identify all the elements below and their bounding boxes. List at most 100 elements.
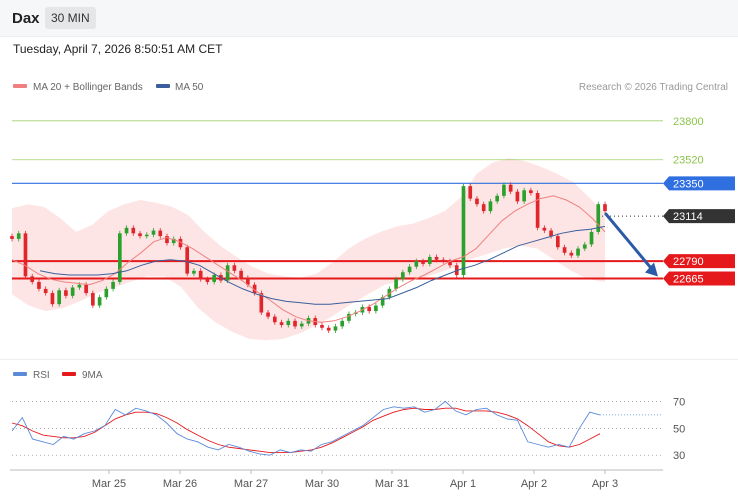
candle [569, 250, 574, 259]
ma20-legend-swatch [13, 84, 27, 88]
projection-arrow-head [645, 262, 658, 277]
candle-body [414, 261, 419, 267]
candle [475, 196, 479, 207]
rsi-panel: RSI 9MA 70 50 30 [11, 370, 685, 462]
candle [448, 258, 452, 268]
time-tick-label: Mar 31 [375, 478, 409, 490]
candle [576, 246, 580, 259]
candle-body [421, 261, 425, 264]
rsi-ma-legend-swatch [62, 372, 76, 376]
candle-body [576, 248, 580, 256]
candle-body [225, 265, 230, 281]
candle-body [603, 204, 607, 212]
candle [340, 318, 345, 329]
candle [43, 286, 48, 296]
candle-body [138, 233, 142, 237]
candle-body [333, 326, 338, 331]
candle [414, 258, 419, 270]
candle-body [481, 204, 486, 212]
level-tag-23114 [663, 209, 735, 224]
candle [326, 325, 331, 334]
candle [64, 287, 68, 299]
candle [212, 272, 216, 285]
rsi-tick-50: 50 [673, 423, 685, 435]
candle-body [582, 244, 587, 249]
bollinger-band-area [12, 158, 605, 341]
candle-body [43, 288, 48, 294]
level-label-23114: 23114 [673, 211, 703, 223]
projection-arrow-shaft [604, 212, 655, 272]
candle [596, 201, 601, 235]
candle [320, 322, 324, 331]
candle [239, 268, 243, 281]
candle [97, 294, 102, 309]
candle [205, 276, 210, 285]
candle [225, 262, 230, 284]
candle [522, 187, 526, 204]
candle-body [347, 313, 351, 321]
ma20-line [11, 195, 606, 323]
candle-body [320, 325, 324, 328]
candle [407, 264, 412, 275]
time-tick-label: Mar 25 [92, 478, 126, 490]
candle [50, 290, 55, 307]
candle [582, 241, 587, 252]
rsi-legend-label: RSI [33, 370, 50, 381]
time-tick-label: Mar 27 [234, 478, 268, 490]
candle [70, 285, 75, 299]
time-tick-label: Apr 1 [450, 478, 476, 490]
rsi-tick-30: 30 [673, 450, 685, 462]
candle [427, 254, 432, 267]
candle [178, 236, 183, 250]
candle [30, 273, 35, 285]
time-tick-label: Mar 26 [163, 478, 197, 490]
candle-body [232, 265, 237, 271]
candle-body [50, 293, 55, 305]
candle [495, 193, 500, 204]
candle [232, 262, 237, 274]
candle [380, 294, 385, 309]
candle [158, 228, 163, 239]
level-tag-22665 [663, 271, 735, 286]
candle [272, 314, 277, 325]
candle [91, 290, 95, 309]
candle [57, 287, 62, 307]
candle-body [508, 184, 513, 192]
candle-body [239, 270, 243, 278]
candle-body [454, 265, 459, 275]
price-panel: 23800 23520 23350 23114 22790 22665 [10, 116, 735, 341]
candle [481, 201, 486, 214]
candle-body [535, 193, 540, 228]
candle [468, 183, 473, 202]
candle [286, 318, 291, 328]
time-tick-label: Mar 30 [305, 478, 339, 490]
candle [502, 182, 506, 199]
candle-body [549, 230, 553, 237]
candle-body [407, 266, 412, 273]
candle-body [562, 247, 567, 253]
candle-body [10, 236, 14, 239]
candle [279, 319, 284, 328]
candle-body [394, 279, 398, 289]
candle-body [246, 277, 250, 285]
candle [151, 228, 156, 238]
candle [104, 286, 109, 300]
candle [542, 225, 547, 234]
rsi-tick-70: 70 [673, 396, 685, 408]
timeframe-button[interactable]: 30 MIN [45, 7, 96, 29]
candle-body [596, 204, 601, 232]
level-label-22790: 22790 [673, 256, 704, 268]
candle-body [272, 316, 277, 323]
candle-body [286, 320, 291, 325]
candle [266, 310, 270, 320]
rsi-ma-legend-label: 9MA [82, 370, 103, 381]
candle [111, 279, 115, 292]
candle-body [178, 238, 183, 248]
candle [374, 303, 378, 314]
candle-body [124, 227, 129, 234]
level-tag-23350 [663, 176, 735, 191]
candle-body [374, 305, 378, 312]
header-bar: Dax 30 MIN [0, 0, 738, 37]
candle [198, 268, 203, 282]
